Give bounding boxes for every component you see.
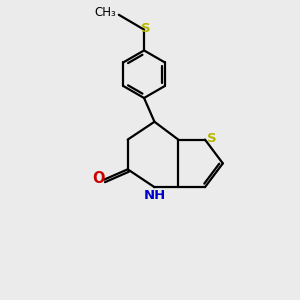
Text: S: S xyxy=(207,132,216,145)
Text: O: O xyxy=(92,171,105,186)
Text: CH₃: CH₃ xyxy=(94,6,116,19)
Text: S: S xyxy=(141,22,150,34)
Text: NH: NH xyxy=(143,189,166,202)
